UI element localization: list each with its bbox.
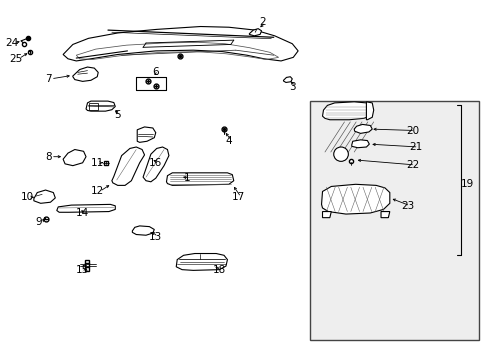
Text: 6: 6	[152, 67, 159, 77]
Text: 14: 14	[76, 208, 89, 218]
Text: 23: 23	[401, 201, 414, 211]
Polygon shape	[63, 27, 298, 61]
Text: 7: 7	[45, 74, 52, 84]
Bar	[310, 101, 478, 339]
Polygon shape	[57, 204, 115, 212]
Polygon shape	[321, 184, 389, 214]
Text: 11: 11	[90, 158, 103, 168]
Text: 21: 21	[408, 142, 422, 152]
Text: 5: 5	[114, 111, 121, 121]
Polygon shape	[353, 125, 371, 134]
Polygon shape	[137, 127, 156, 142]
Polygon shape	[86, 101, 115, 111]
Text: 9: 9	[35, 217, 42, 227]
Text: 15: 15	[76, 265, 89, 275]
Polygon shape	[351, 140, 368, 148]
Polygon shape	[322, 212, 330, 218]
Polygon shape	[112, 147, 144, 185]
Text: 20: 20	[406, 126, 418, 135]
Polygon shape	[322, 102, 371, 120]
Polygon shape	[63, 149, 86, 166]
Polygon shape	[283, 77, 292, 82]
Text: 25: 25	[10, 54, 23, 64]
Text: 22: 22	[405, 160, 419, 170]
Polygon shape	[34, 190, 55, 203]
Polygon shape	[132, 226, 154, 235]
Polygon shape	[249, 29, 261, 36]
Text: 24: 24	[5, 38, 18, 48]
Polygon shape	[380, 212, 389, 218]
Text: 4: 4	[225, 136, 232, 145]
Text: 2: 2	[259, 17, 266, 27]
Text: 13: 13	[149, 232, 162, 242]
Text: 19: 19	[460, 179, 473, 189]
Polygon shape	[143, 147, 168, 182]
Polygon shape	[166, 173, 233, 185]
Polygon shape	[73, 67, 98, 81]
Text: 3: 3	[288, 82, 295, 92]
Ellipse shape	[333, 147, 347, 161]
Text: 12: 12	[90, 186, 103, 197]
Text: 18: 18	[212, 265, 225, 275]
Text: 8: 8	[45, 152, 52, 162]
Text: 10: 10	[21, 192, 34, 202]
Polygon shape	[176, 253, 227, 270]
Text: 1: 1	[183, 173, 190, 183]
Text: 16: 16	[149, 158, 162, 168]
Polygon shape	[366, 102, 373, 120]
Text: 17: 17	[231, 192, 245, 202]
